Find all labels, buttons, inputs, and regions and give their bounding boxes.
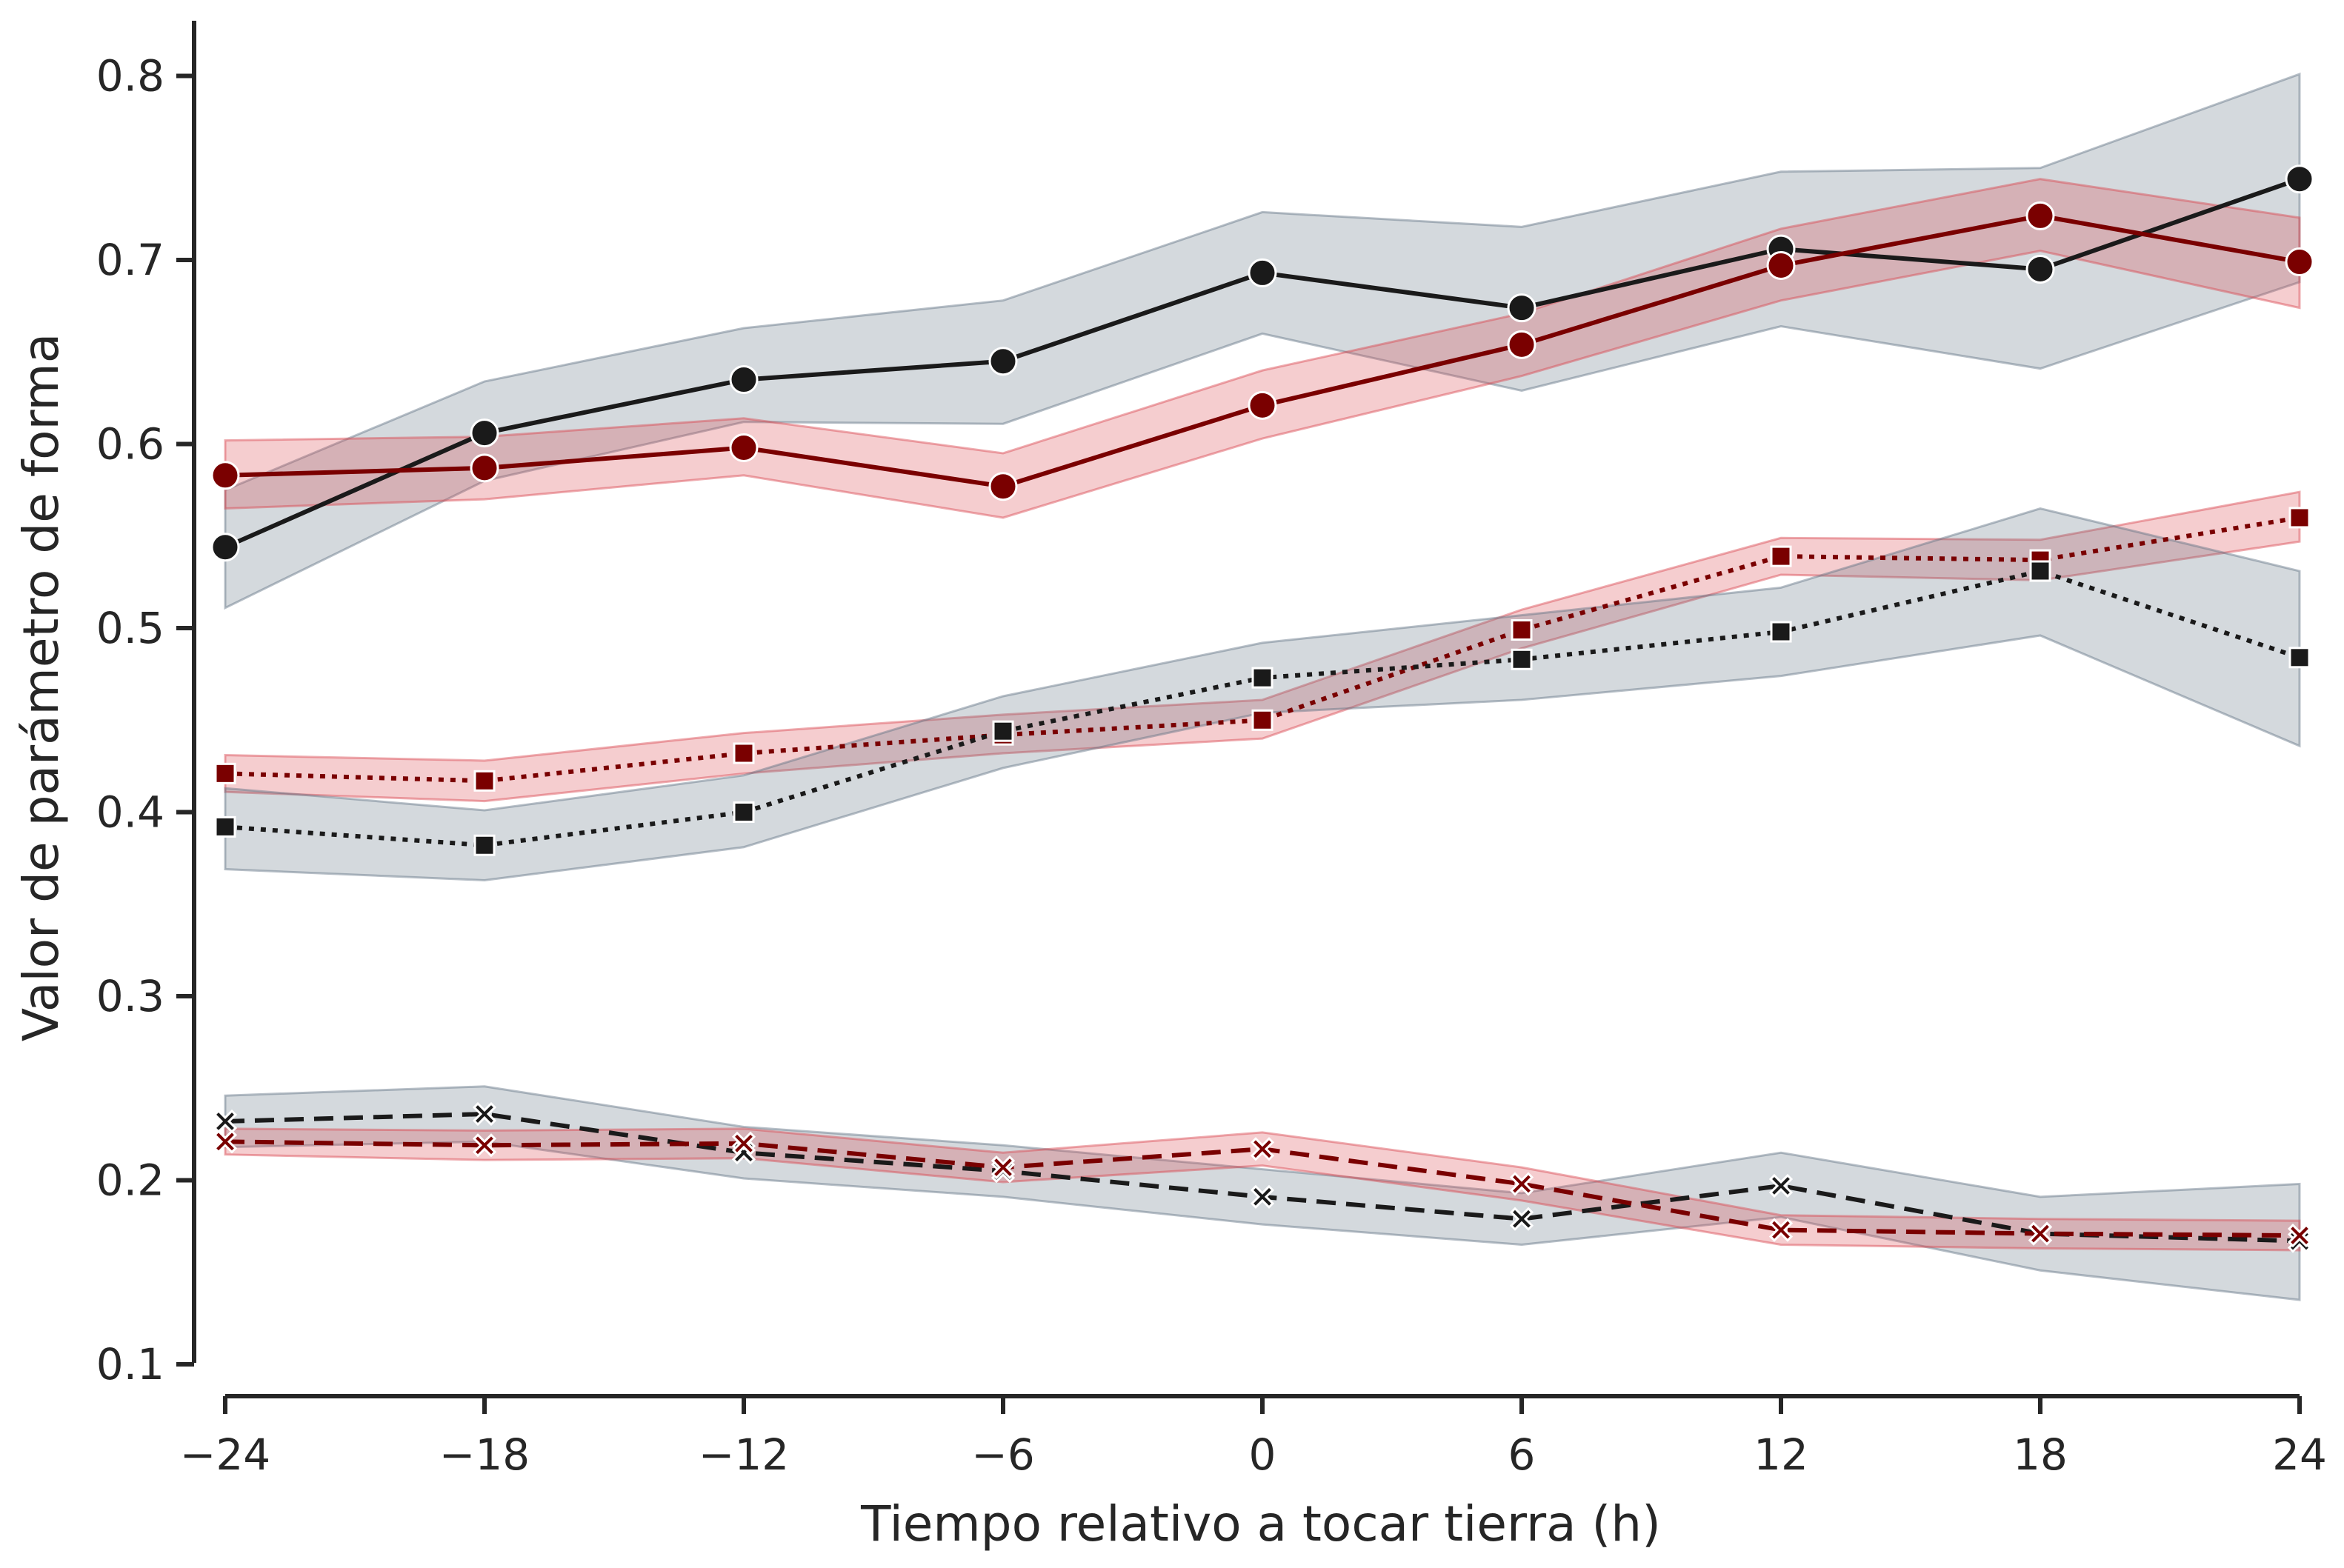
point-black-dotted-square <box>733 801 755 824</box>
point-black-solid-circle <box>1248 258 1277 287</box>
point-red-dashed-x <box>1250 1137 1275 1161</box>
y-tick-label: 0.7 <box>96 235 164 285</box>
point-red-solid-circle <box>210 461 240 490</box>
point-red-solid-circle <box>2285 247 2314 277</box>
point-black-dotted-square <box>2288 647 2311 669</box>
point-red-dashed-x <box>1768 1218 1794 1242</box>
x-tick-label: 0 <box>1249 1429 1276 1480</box>
point-red-dotted-square <box>1511 619 1533 641</box>
point-black-dotted-square <box>1511 648 1533 670</box>
y-tick-label: 0.4 <box>96 787 164 838</box>
x-tick-label: 18 <box>2013 1429 2068 1480</box>
point-black-dashed-x <box>1768 1173 1794 1198</box>
x-axis-ticks: −24 −18 −12 −6 0 6 12 18 24 <box>180 1396 2327 1480</box>
point-red-dashed-x <box>731 1131 756 1155</box>
point-black-dotted-square <box>2029 560 2051 582</box>
x-tick-label: 6 <box>1508 1429 1536 1480</box>
point-black-solid-circle <box>729 365 759 395</box>
band-red-dotted-square <box>224 490 2301 803</box>
x-tick-label: −6 <box>971 1429 1035 1480</box>
point-black-dotted-square <box>992 720 1014 742</box>
point-red-dashed-x <box>1509 1172 1534 1196</box>
line-red-dotted-square <box>224 515 2300 784</box>
point-black-solid-circle <box>1507 293 1536 323</box>
point-red-dashed-x <box>213 1130 238 1154</box>
point-red-dashed-x <box>2028 1221 2053 1246</box>
y-axis-title: Valor de parámetro de forma <box>13 333 70 1041</box>
point-red-solid-circle <box>2025 201 2055 230</box>
point-black-solid-circle <box>988 347 1018 376</box>
series-markers <box>210 164 2314 1253</box>
y-tick-label: 0.3 <box>96 971 164 1021</box>
y-axis-ticks: 0.1 0.2 0.3 0.4 0.5 0.6 0.7 0.8 <box>96 51 194 1389</box>
point-black-solid-circle <box>2025 254 2055 284</box>
point-red-solid-circle <box>1507 330 1536 359</box>
x-tick-label: 24 <box>2272 1429 2327 1480</box>
point-black-solid-circle <box>470 418 499 448</box>
y-tick-label: 0.8 <box>96 51 164 101</box>
point-red-solid-circle <box>1248 390 1277 420</box>
point-red-solid-circle <box>988 472 1018 501</box>
point-black-dotted-square <box>1251 667 1273 689</box>
point-red-dotted-square <box>2288 507 2311 529</box>
point-black-dotted-square <box>473 834 496 856</box>
point-red-solid-circle <box>470 453 499 483</box>
x-tick-label: 12 <box>1754 1429 1808 1480</box>
point-red-dotted-square <box>214 762 236 784</box>
point-red-solid-circle <box>729 433 759 463</box>
point-red-dashed-x <box>990 1155 1016 1180</box>
band-black-solid-circle <box>224 72 2301 610</box>
point-black-dashed-x <box>1509 1207 1534 1231</box>
band-red-dashed-x <box>224 1127 2301 1252</box>
x-tick-label: −18 <box>439 1429 530 1480</box>
point-red-solid-circle <box>1766 250 1796 280</box>
y-tick-label: 0.6 <box>96 419 164 470</box>
point-red-dashed-x <box>2287 1223 2312 1248</box>
x-tick-label: −12 <box>699 1429 789 1480</box>
point-black-dotted-square <box>214 815 236 838</box>
point-red-dashed-x <box>472 1133 497 1158</box>
y-tick-label: 0.1 <box>96 1339 164 1389</box>
y-tick-label: 0.5 <box>96 603 164 653</box>
y-tick-label: 0.2 <box>96 1155 164 1206</box>
x-tick-label: −24 <box>180 1429 270 1480</box>
point-red-dotted-square <box>733 742 755 764</box>
point-black-dashed-x <box>213 1109 238 1134</box>
point-red-dotted-square <box>1770 545 1792 567</box>
band-black-dotted-square <box>224 507 2301 881</box>
point-black-solid-circle <box>210 533 240 562</box>
point-black-dashed-x <box>1250 1184 1275 1209</box>
point-red-dotted-square <box>473 770 496 792</box>
x-axis-title: Tiempo relativo a tocar tierra (h) <box>860 1495 1661 1552</box>
point-black-dashed-x <box>472 1101 497 1127</box>
point-black-solid-circle <box>2285 164 2314 194</box>
point-black-dotted-square <box>1770 621 1792 643</box>
point-red-dotted-square <box>1251 709 1273 731</box>
